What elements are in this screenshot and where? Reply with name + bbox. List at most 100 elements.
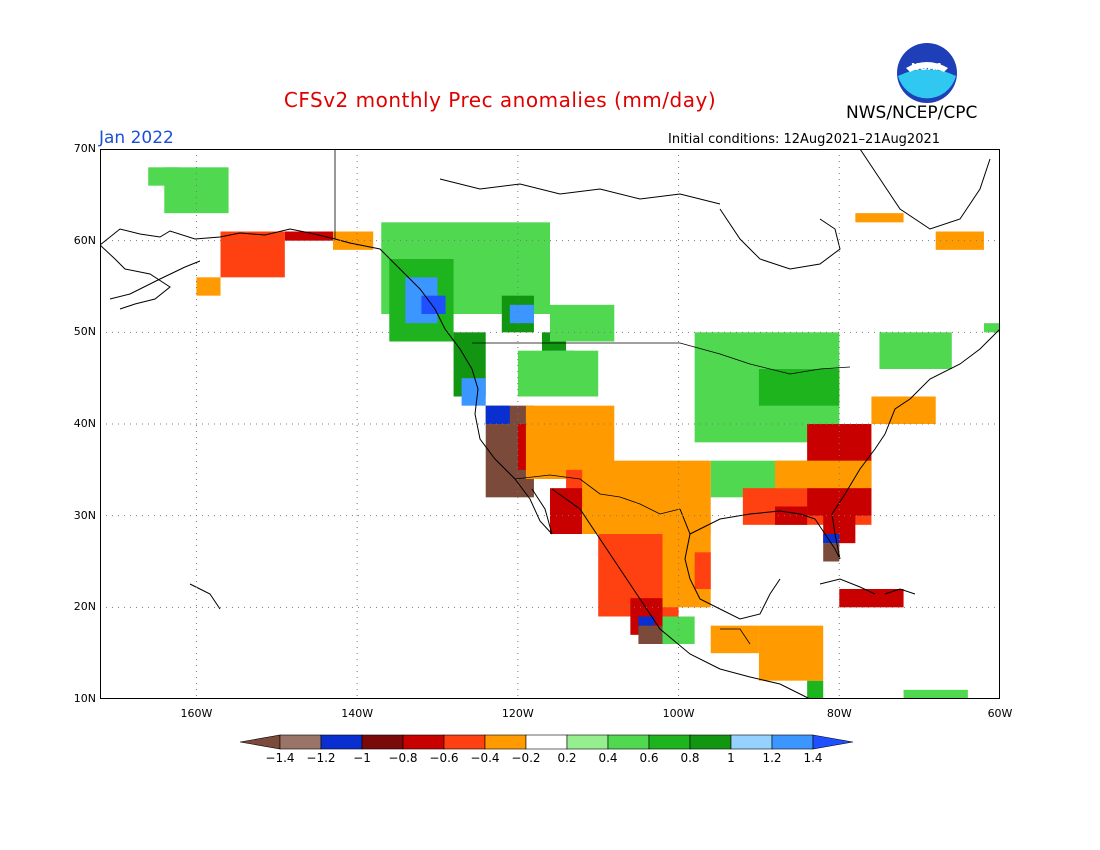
anomaly-cell	[823, 543, 840, 562]
anomaly-cell	[550, 488, 583, 534]
colorbar-tick-label: 1.2	[762, 751, 782, 765]
coast-bc	[349, 242, 473, 370]
colorbar-swatch	[648, 734, 691, 750]
lat-tick-label: 60N	[73, 233, 96, 247]
map-title: CFSv2 monthly Prec anomalies (mm/day)	[0, 88, 1100, 112]
coast-canada-east	[909, 328, 1000, 400]
initial-conditions: Initial conditions: 12Aug2021–21Aug2021	[668, 132, 941, 147]
colorbar-swatch	[320, 734, 363, 750]
lon-tick-label: 140W	[341, 707, 374, 720]
forecast-month: Jan 2022	[99, 128, 174, 148]
anomaly-cell	[220, 231, 285, 278]
coast-yucatan	[719, 578, 781, 620]
anomaly-map	[100, 149, 1000, 699]
anomaly-cell	[284, 231, 334, 241]
colorbar-swatch	[361, 734, 404, 750]
lat-tick-label: 70N	[73, 142, 96, 155]
coast-westus	[471, 368, 516, 480]
border-alaska-canada	[334, 149, 351, 244]
anomaly-cell	[694, 552, 711, 589]
coast-baja	[514, 478, 553, 535]
lon-tick-label: 100W	[662, 707, 695, 720]
coast-mexico-west	[551, 488, 721, 670]
colorbar-swatch	[402, 734, 445, 750]
anomaly-cell	[839, 589, 904, 608]
colorbar-swatch	[689, 734, 732, 750]
map-gridlines	[100, 149, 1000, 699]
colorbar	[240, 734, 854, 750]
anomaly-cell	[461, 378, 486, 406]
border-us-mexico	[514, 474, 681, 515]
colorbar-swatch	[607, 734, 650, 750]
anomaly-cell	[775, 460, 872, 489]
lat-tick-label: 40N	[73, 417, 96, 430]
colorbar-swatch	[730, 734, 773, 750]
noaa-logo: NOAA	[897, 43, 957, 103]
lon-tick-label: 80W	[826, 707, 852, 720]
coast-hudson	[719, 208, 841, 270]
logo-text: NOAA	[911, 62, 943, 73]
colorbar-tick-label: 0.6	[639, 751, 659, 765]
colorbar-tick-label: 1.4	[803, 751, 823, 765]
lon-tick-label: 120W	[501, 707, 534, 720]
anomaly-cell	[758, 369, 840, 406]
map-title-text: CFSv2 monthly Prec anomalies (mm/day)	[283, 88, 717, 112]
coast-aleutians	[109, 260, 201, 300]
coast-gulf	[679, 508, 721, 610]
coast-central-am	[719, 668, 811, 699]
anomaly-cell	[903, 689, 968, 699]
colorbar-tick-label: −0.8	[388, 751, 418, 765]
coast-cuba	[819, 578, 876, 595]
anomaly-cell	[196, 277, 221, 296]
coast-alaska	[100, 228, 351, 246]
colorbar-tick-label: 0.4	[598, 751, 618, 765]
colorbar-tick-label: −0.6	[429, 751, 459, 765]
anomaly-cell	[823, 534, 840, 544]
political-borders	[334, 149, 851, 645]
lat-tick-label: 30N	[73, 508, 96, 522]
anomaly-cell	[148, 167, 181, 186]
coastlines	[100, 149, 1000, 699]
colorbar-swatch	[240, 734, 281, 750]
colorbar-tick-label: −0.4	[470, 751, 500, 765]
anomaly-cell	[638, 625, 663, 644]
coast-florida	[814, 513, 841, 560]
lon-tick-label: 160W	[180, 707, 213, 720]
colorbar-tick-label: −1.2	[306, 751, 336, 765]
anomaly-cell	[807, 680, 824, 699]
colorbar-tick-label: −0.2	[511, 751, 541, 765]
colorbar-swatch	[566, 734, 609, 750]
colorbar-tick-label: −1	[353, 751, 371, 765]
colorbar-tick-label: 1	[727, 751, 735, 765]
anomaly-cell	[855, 213, 904, 223]
agency-label: NWS/NCEP/CPC	[846, 103, 978, 123]
border-guatemala	[720, 628, 751, 645]
coast-arctic	[439, 178, 721, 205]
lat-tick-label: 20N	[73, 600, 96, 614]
anomaly-cell	[517, 350, 599, 397]
anomaly-cell	[935, 231, 984, 250]
anomaly-cell	[871, 396, 936, 424]
anomaly-cell	[550, 304, 615, 342]
colorbar-swatch	[484, 734, 527, 750]
border-canada-us	[472, 342, 851, 375]
colorbar-swatch	[771, 734, 814, 750]
colorbar-swatch	[812, 734, 854, 750]
anomaly-cell	[710, 625, 759, 654]
anomaly-cell	[421, 295, 446, 314]
colorbar-cells	[240, 734, 854, 750]
colorbar-swatch	[443, 734, 486, 750]
colorbar-tick-label: −1.4	[265, 751, 295, 765]
coast-hawaii	[189, 583, 221, 610]
anomaly-cell	[582, 460, 711, 534]
colorbar-swatch	[525, 734, 568, 750]
coast-east	[831, 398, 911, 515]
colorbar-swatch	[279, 734, 322, 750]
colorbar-tick-label: 0.2	[557, 751, 577, 765]
coast-alaska-west	[100, 244, 171, 310]
anomaly-cell	[485, 405, 510, 424]
lat-tick-label: 50N	[73, 325, 96, 339]
anomaly-cell	[758, 625, 824, 681]
coast-hispaniola	[884, 588, 916, 595]
anomaly-cell	[879, 332, 952, 369]
